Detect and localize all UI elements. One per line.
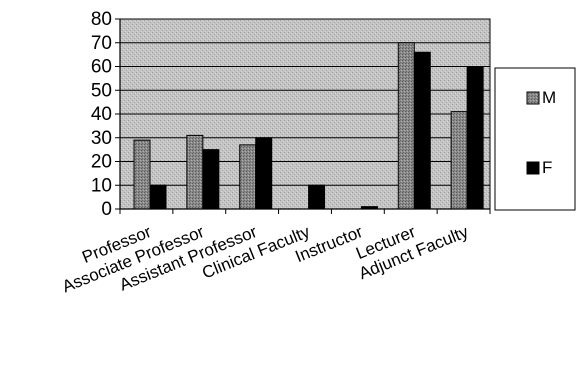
legend-swatch-m [526, 91, 540, 105]
y-tick-label: 40 [91, 104, 112, 125]
bar-f-associate-professor [202, 149, 220, 210]
y-tick-label: 50 [91, 80, 112, 101]
bar-m-adjunct-faculty [450, 111, 468, 210]
bar-f-lecturer [413, 51, 431, 210]
bar-f-professor [149, 184, 167, 210]
bars [133, 42, 484, 210]
y-tick-label: 80 [91, 9, 112, 30]
legend: MF [494, 67, 576, 211]
bar-f-assistant-professor [255, 137, 273, 210]
bar-m-assistant-professor [239, 144, 257, 210]
bar-m-professor [133, 139, 151, 210]
bar-f-clinical-faculty [308, 184, 326, 210]
y-tick-label: 30 [91, 128, 112, 149]
legend-label-m: M [542, 88, 556, 107]
y-tick-label: 20 [91, 152, 112, 173]
y-tick-label: 10 [91, 175, 112, 196]
legend-box [494, 67, 576, 211]
y-tick-label: 70 [91, 33, 112, 54]
bar-m-associate-professor [186, 134, 204, 210]
legend-swatch-f [526, 161, 540, 175]
bar-f-adjunct-faculty [466, 66, 484, 210]
y-tick-label: 60 [91, 57, 112, 78]
legend-label-f: F [542, 158, 552, 177]
bar-m-lecturer [397, 42, 415, 210]
y-tick-label: 0 [101, 199, 112, 220]
